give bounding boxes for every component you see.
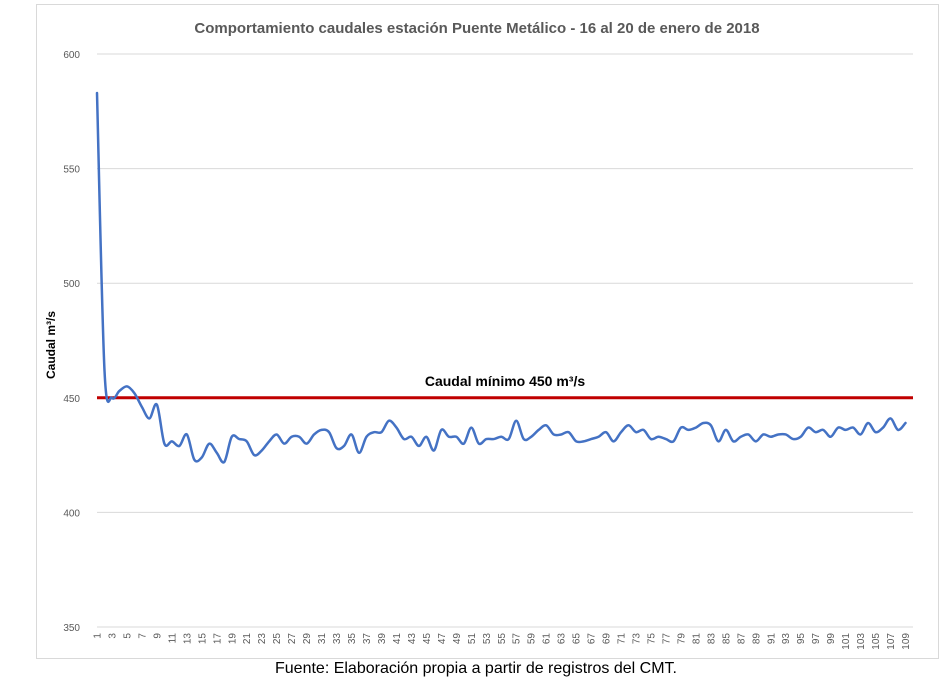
- x-tick-label: 15: [197, 633, 208, 645]
- x-tick-label: 103: [856, 633, 867, 650]
- x-tick-label: 105: [871, 633, 882, 650]
- x-tick-label: 45: [422, 633, 433, 645]
- y-tick-label: 550: [63, 165, 80, 176]
- x-tick-label: 27: [287, 633, 298, 645]
- x-tick-label: 3: [107, 633, 118, 639]
- x-tick-label: 107: [886, 633, 897, 650]
- x-tick-label: 11: [167, 633, 178, 644]
- x-tick-label: 59: [527, 633, 538, 645]
- x-tick-label: 5: [122, 633, 133, 639]
- x-tick-label: 7: [137, 633, 148, 639]
- x-tick-label: 63: [557, 633, 568, 645]
- chart-frame: Caudal mínimo 450 m³/s 350 400 450 500 550 60…: [36, 4, 939, 659]
- x-tick-label: 101: [841, 633, 852, 650]
- x-tick-label: 49: [452, 633, 463, 645]
- y-tick-label: 400: [63, 508, 80, 519]
- x-tick-label: 67: [587, 633, 598, 645]
- x-tick-label: 17: [212, 633, 223, 645]
- x-tick-label: 93: [781, 633, 792, 645]
- x-tick-label: 87: [736, 633, 747, 645]
- x-tick-label: 53: [482, 633, 493, 645]
- x-tick-label: 99: [826, 633, 837, 645]
- x-tick-label: 31: [317, 633, 328, 645]
- x-tick-label: 91: [766, 633, 777, 645]
- x-tick-label: 25: [272, 633, 283, 645]
- figure-caption: Fuente: Elaboración propia a partir de r…: [275, 660, 677, 677]
- x-tick-label: 81: [691, 633, 702, 645]
- x-tick-label: 33: [332, 633, 343, 645]
- x-tick-label: 71: [617, 633, 628, 645]
- x-tick-label: 79: [676, 633, 687, 645]
- x-tick-label: 39: [377, 633, 388, 645]
- x-tick-label: 57: [512, 633, 523, 645]
- x-tick-label: 69: [602, 633, 613, 645]
- x-tick-label: 77: [661, 633, 672, 645]
- reference-line-group: Caudal mínimo 450 m³/s: [97, 373, 913, 400]
- x-tick-label: 37: [362, 633, 373, 645]
- y-tick-label: 500: [63, 279, 80, 290]
- x-tick-label: 83: [706, 633, 717, 645]
- y-tick-label: 350: [63, 623, 80, 634]
- x-tick-label: 35: [347, 633, 358, 645]
- line-chart: Caudal mínimo 450 m³/s 350 400 450 500 550 60…: [44, 20, 913, 650]
- gridlines: [97, 53, 913, 628]
- x-tick-label: 43: [407, 633, 418, 645]
- x-tick-label: 19: [227, 633, 238, 645]
- x-tick-label: 47: [437, 633, 448, 645]
- x-tick-label: 9: [152, 633, 163, 639]
- x-tick-label: 1: [93, 633, 104, 639]
- y-tick-label: 450: [63, 394, 80, 405]
- x-tick-label: 55: [497, 633, 508, 645]
- series-group: [95, 91, 907, 464]
- x-tick-label: 51: [467, 633, 478, 645]
- x-tick-label: 21: [242, 633, 253, 645]
- x-tick-label: 75: [646, 633, 657, 645]
- x-tick-label: 109: [901, 633, 912, 650]
- x-tick-label: 73: [632, 633, 643, 645]
- x-tick-label: 23: [257, 633, 268, 645]
- x-tick-label: 97: [811, 633, 822, 645]
- x-tick-label: 85: [721, 633, 732, 645]
- y-tick-labels: 350 400 450 500 550 600: [63, 50, 80, 634]
- chart-title: Comportamiento caudales estación Puente …: [194, 20, 759, 37]
- x-tick-label: 29: [302, 633, 313, 645]
- x-tick-label: 65: [572, 633, 583, 645]
- x-tick-label: 61: [542, 633, 553, 645]
- y-tick-label: 600: [63, 50, 80, 61]
- x-tick-label: 41: [392, 633, 403, 645]
- x-tick-label: 95: [796, 633, 807, 645]
- x-tick-labels: 1 3 5 7 9 11 13 15 17 19 21 23 25 27 29 31 33 35 37 39 41 43 4…: [93, 633, 913, 650]
- reference-line-label: Caudal mínimo 450 m³/s: [425, 373, 585, 389]
- x-tick-label: 13: [182, 633, 193, 645]
- x-tick-label: 89: [751, 633, 762, 645]
- series-line: [95, 91, 907, 464]
- y-axis-label: Caudal m³/s: [44, 311, 58, 379]
